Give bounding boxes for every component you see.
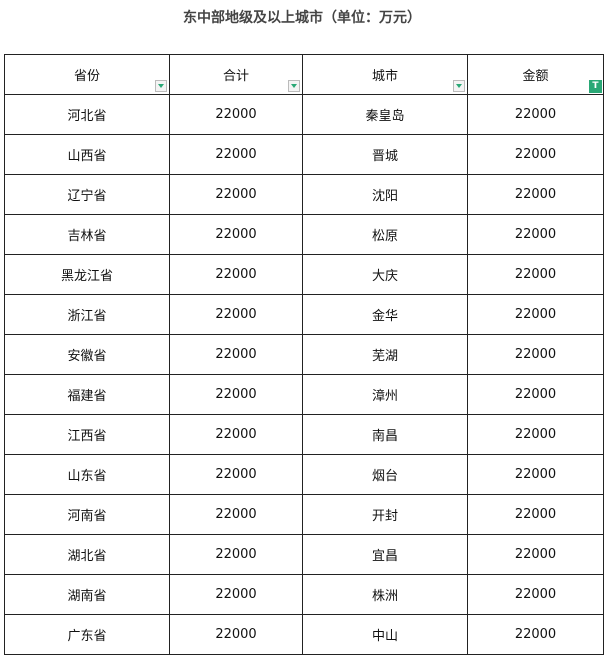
cell-amount: 22000: [467, 94, 604, 135]
header-province: 省份: [4, 54, 170, 95]
cell-total: 22000: [169, 574, 303, 615]
cell-city: 株洲: [302, 574, 468, 615]
table-row: 辽宁省 22000 沈阳 22000: [4, 174, 604, 215]
cell-province: 河南省: [4, 494, 170, 535]
filter-dropdown-icon[interactable]: [288, 80, 300, 92]
cell-city: 芜湖: [302, 334, 468, 375]
cell-total: 22000: [169, 614, 303, 655]
filter-dropdown-icon[interactable]: [155, 80, 167, 92]
cell-city: 宜昌: [302, 534, 468, 575]
cell-city: 烟台: [302, 454, 468, 495]
data-table: 省份 合计 城市 金额 T 河北省 22000 秦皇岛 22000 山西省 22000 晋城 2…: [4, 54, 604, 655]
cell-amount: 22000: [467, 374, 604, 415]
cell-city: 大庆: [302, 254, 468, 295]
table-row: 湖南省 22000 株洲 22000: [4, 574, 604, 615]
cell-province: 浙江省: [4, 294, 170, 335]
table-row: 浙江省 22000 金华 22000: [4, 294, 604, 335]
table-row: 湖北省 22000 宜昌 22000: [4, 534, 604, 575]
cell-province: 江西省: [4, 414, 170, 455]
cell-amount: 22000: [467, 614, 604, 655]
cell-city: 秦皇岛: [302, 94, 468, 135]
cell-total: 22000: [169, 494, 303, 535]
header-label: 城市: [371, 69, 398, 84]
cell-province: 辽宁省: [4, 174, 170, 215]
table-row: 吉林省 22000 松原 22000: [4, 214, 604, 255]
header-total: 合计: [169, 54, 303, 95]
table-row: 山西省 22000 晋城 22000: [4, 134, 604, 175]
filter-dropdown-icon[interactable]: [453, 80, 465, 92]
cell-province: 湖南省: [4, 574, 170, 615]
cell-total: 22000: [169, 534, 303, 575]
header-label: 合计: [222, 69, 249, 84]
cell-province: 黑龙江省: [4, 254, 170, 295]
cell-city: 松原: [302, 214, 468, 255]
cell-province: 河北省: [4, 94, 170, 135]
cell-city: 漳州: [302, 374, 468, 415]
header-label: 金额: [522, 69, 549, 84]
cell-amount: 22000: [467, 134, 604, 175]
table-row: 江西省 22000 南昌 22000: [4, 414, 604, 455]
table-row: 安徽省 22000 芜湖 22000: [4, 334, 604, 375]
page-title: 东中部地级及以上城市（单位：万元）: [183, 10, 421, 26]
cell-city: 南昌: [302, 414, 468, 455]
cell-amount: 22000: [467, 294, 604, 335]
cell-total: 22000: [169, 294, 303, 335]
cell-total: 22000: [169, 174, 303, 215]
cell-total: 22000: [169, 334, 303, 375]
cell-city: 开封: [302, 494, 468, 535]
cell-city: 沈阳: [302, 174, 468, 215]
cell-total: 22000: [169, 374, 303, 415]
header-city: 城市: [302, 54, 468, 95]
table-row: 山东省 22000 烟台 22000: [4, 454, 604, 495]
cell-city: 中山: [302, 614, 468, 655]
cell-city: 金华: [302, 294, 468, 335]
table-row: 广东省 22000 中山 22000: [4, 614, 604, 655]
cell-amount: 22000: [467, 454, 604, 495]
cell-province: 广东省: [4, 614, 170, 655]
cell-amount: 22000: [467, 494, 604, 535]
table-row: 福建省 22000 漳州 22000: [4, 374, 604, 415]
cell-total: 22000: [169, 254, 303, 295]
cell-amount: 22000: [467, 574, 604, 615]
cell-amount: 22000: [467, 334, 604, 375]
cell-total: 22000: [169, 454, 303, 495]
cell-total: 22000: [169, 214, 303, 255]
cell-province: 吉林省: [4, 214, 170, 255]
cell-amount: 22000: [467, 414, 604, 455]
cell-province: 山东省: [4, 454, 170, 495]
header-row: 省份 合计 城市 金额 T: [4, 54, 604, 95]
cell-province: 山西省: [4, 134, 170, 175]
cell-total: 22000: [169, 94, 303, 135]
table-row: 河南省 22000 开封 22000: [4, 494, 604, 535]
header-amount: 金额 T: [467, 54, 604, 95]
cell-province: 安徽省: [4, 334, 170, 375]
cell-amount: 22000: [467, 254, 604, 295]
cell-city: 晋城: [302, 134, 468, 175]
header-label: 省份: [73, 69, 100, 84]
cell-amount: 22000: [467, 174, 604, 215]
cell-province: 福建省: [4, 374, 170, 415]
cell-total: 22000: [169, 414, 303, 455]
table-row: 河北省 22000 秦皇岛 22000: [4, 94, 604, 135]
active-filter-icon[interactable]: T: [589, 80, 602, 93]
cell-province: 湖北省: [4, 534, 170, 575]
cell-amount: 22000: [467, 534, 604, 575]
cell-amount: 22000: [467, 214, 604, 255]
cell-total: 22000: [169, 134, 303, 175]
table-row: 黑龙江省 22000 大庆 22000: [4, 254, 604, 295]
